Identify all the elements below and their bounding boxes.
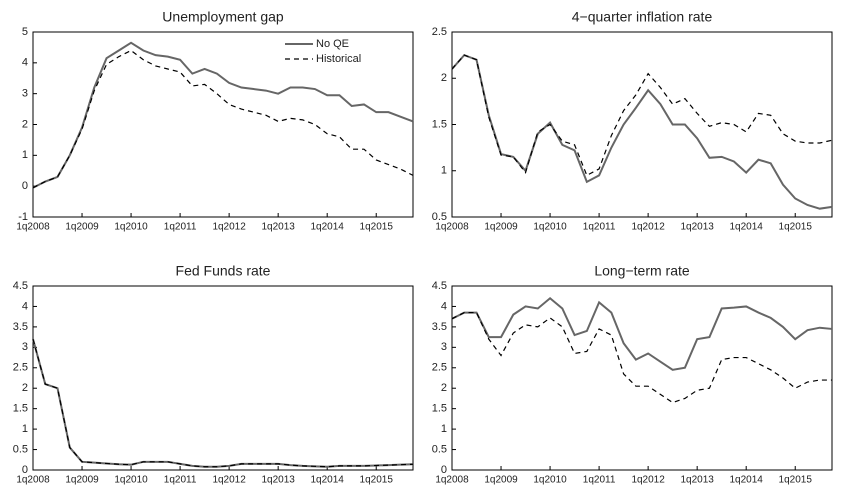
series-line [451,311,832,404]
legend-label: Historical [316,53,361,65]
chart-title: Long−term rate [594,263,690,279]
y-tick-label: 0 [441,464,447,476]
y-tick-label: 2 [441,382,447,394]
x-tick-label: 1q2009 [65,475,99,486]
y-tick-label: 1 [22,423,28,435]
y-tick-label: 3 [22,341,28,353]
series-line [32,338,414,468]
x-tick-label: 1q2014 [311,222,345,233]
x-tick-label: 1q2014 [730,222,764,233]
y-tick-label: 1 [441,423,447,435]
y-tick-label: 0.5 [432,443,447,455]
y-tick-label: 3.5 [432,321,447,333]
x-tick-label: 1q2011 [164,475,197,486]
x-tick-label: 1q2014 [730,475,764,486]
y-tick-label: 2.5 [13,362,28,374]
x-tick-label: 1q2009 [484,475,518,486]
y-tick-label: 4.5 [432,280,447,292]
y-tick-label: 1.5 [432,118,447,130]
y-tick-label: 0.5 [432,211,447,223]
y-tick-label: 4 [441,300,447,312]
chart-title: Unemployment gap [162,9,284,25]
y-tick-label: 1 [441,165,447,177]
x-tick-label: 1q2015 [779,222,813,233]
x-tick-label: 1q2010 [533,475,567,486]
x-tick-label: 1q2011 [583,222,616,233]
y-tick-label: 2 [441,72,447,84]
series-line [32,41,414,189]
series-line [451,54,833,177]
x-tick-label: 1q2008 [435,475,469,486]
x-tick-label: 1q2011 [164,222,197,233]
plot-frame [32,285,414,471]
plot-frame [451,285,833,471]
plot-frame [451,31,833,218]
x-tick-label: 1q2009 [65,222,99,233]
x-tick-label: 1q2012 [212,475,246,486]
x-tick-label: 1q2013 [680,475,714,486]
x-tick-label: 1q2013 [261,222,295,233]
x-tick-label: 1q2015 [360,475,394,486]
y-tick-label: 3.5 [13,321,28,333]
x-tick-label: 1q2008 [16,475,50,486]
y-tick-label: 1.5 [13,403,28,415]
y-tick-label: 1 [22,149,28,161]
x-tick-label: 1q2008 [16,222,50,233]
y-tick-label: 2.5 [432,362,447,374]
x-tick-label: 1q2011 [583,475,616,486]
x-tick-label: 1q2009 [484,222,518,233]
series-line [32,338,414,468]
x-tick-label: 1q2008 [435,222,469,233]
x-tick-label: 1q2014 [311,475,345,486]
y-tick-label: -1 [18,211,28,223]
x-tick-label: 1q2012 [631,475,665,486]
chart-title: Fed Funds rate [176,263,271,279]
series-line [451,296,833,371]
series-line [451,53,833,210]
legend-label: No QE [316,38,349,50]
x-tick-label: 1q2012 [631,222,665,233]
y-tick-label: 2.5 [432,26,447,38]
x-tick-label: 1q2010 [533,222,567,233]
series-line [32,49,414,189]
y-tick-label: 2 [22,118,28,130]
x-tick-label: 1q2013 [680,222,714,233]
y-tick-label: 4.5 [13,280,28,292]
y-tick-label: 4 [22,300,28,312]
x-tick-label: 1q2010 [114,222,148,233]
x-tick-label: 1q2015 [779,475,813,486]
y-tick-label: 0.5 [13,443,28,455]
y-tick-label: 2 [22,382,28,394]
y-tick-label: 0 [22,180,28,192]
x-tick-label: 1q2012 [212,222,246,233]
y-tick-label: 0 [22,464,28,476]
x-tick-label: 1q2015 [360,222,394,233]
x-tick-label: 1q2010 [114,475,148,486]
y-tick-label: 4 [22,57,28,69]
chart-title: 4−quarter inflation rate [572,9,713,25]
y-tick-label: 3 [441,341,447,353]
y-tick-label: 1.5 [432,403,447,415]
x-tick-label: 1q2013 [261,475,295,486]
y-tick-label: 5 [22,26,28,38]
y-tick-label: 3 [22,88,28,100]
